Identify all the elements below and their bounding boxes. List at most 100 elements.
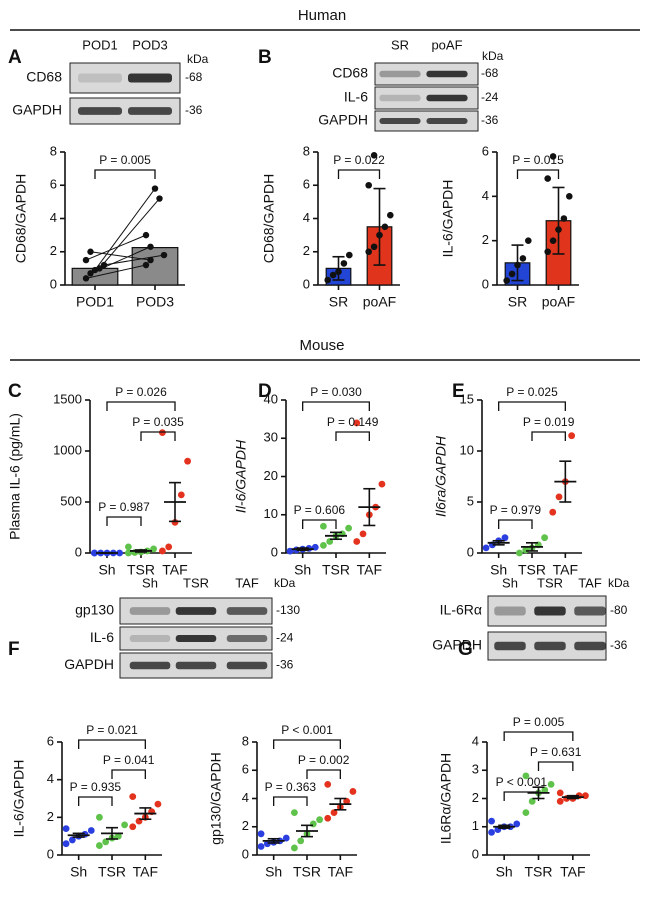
blot-row-label: GAPDH [64, 656, 114, 672]
blot-band [574, 606, 606, 616]
x-tick-label: SR [329, 294, 348, 310]
y-tick-label: 6 [303, 177, 310, 192]
pair-line [94, 188, 156, 271]
data-point [320, 522, 327, 530]
x-tick-label: TSR [525, 864, 553, 880]
data-point [165, 543, 173, 551]
x-tick-label: TAF [560, 864, 585, 880]
significance-bracket [537, 761, 574, 771]
data-point [282, 834, 290, 842]
y-tick-label: 500 [60, 493, 82, 508]
y-tick-label: 2 [482, 232, 489, 247]
data-point [556, 789, 564, 797]
p-value: P = 0.935 [70, 780, 122, 794]
data-point [324, 814, 332, 822]
lane-label: poAF [431, 37, 462, 52]
data-point [519, 255, 527, 262]
data-point [568, 432, 576, 440]
y-tick-label: 2 [472, 790, 479, 805]
significance-bracket [78, 739, 146, 749]
data-point [488, 817, 495, 825]
data-point [381, 223, 389, 231]
x-tick-label: TAF [328, 864, 353, 880]
p-value: P = 0.631 [530, 745, 582, 759]
y-tick-label: 4 [472, 733, 479, 748]
p-value: P = 0.019 [523, 415, 575, 429]
significance-bracket [78, 796, 113, 806]
y-tick-label: 0 [467, 544, 474, 559]
data-point [582, 792, 589, 800]
pair-line [90, 251, 151, 261]
data-point [525, 237, 532, 244]
data-point [514, 261, 521, 269]
x-tick-label: poAF [363, 294, 396, 310]
data-point [549, 237, 557, 244]
data-point [365, 181, 373, 189]
blot-band [129, 661, 171, 670]
significance-bracket [273, 739, 341, 749]
blot-row-label: GAPDH [318, 112, 368, 128]
y-tick-label: 2 [242, 818, 249, 833]
data-point [522, 772, 530, 780]
data-point [129, 793, 137, 801]
blot-marker: -130 [276, 603, 300, 617]
blot-band [379, 94, 421, 102]
y-axis-label: Plasma IL-6 (pg/mL) [7, 413, 23, 540]
data-point [353, 538, 361, 545]
section-heading: Human [298, 7, 346, 24]
data-point [516, 549, 523, 557]
data-point [549, 508, 557, 516]
y-tick-label: 8 [242, 733, 249, 748]
data-point [102, 838, 110, 846]
significance-bracket [140, 431, 176, 441]
data-point [387, 211, 394, 219]
x-tick-label: Sh [265, 864, 282, 880]
y-axis-label: CD68/GAPDH [13, 174, 29, 263]
data-point [142, 231, 150, 239]
blot-band [534, 641, 566, 651]
blot-marker: -36 [185, 103, 203, 117]
pair-line [99, 198, 160, 269]
panel-letter: B [258, 47, 272, 68]
x-tick-label: Sh [98, 562, 115, 578]
data-point [353, 419, 361, 427]
y-tick-label: 0 [47, 846, 54, 861]
data-point [346, 251, 353, 259]
blot-band [426, 70, 468, 78]
y-tick-label: 6 [47, 733, 54, 748]
y-axis-label: gp130/GAPDH [208, 752, 224, 845]
y-axis-label: IL6Rα/GAPDH [438, 753, 454, 844]
data-point [513, 820, 521, 828]
data-point [508, 270, 516, 278]
data-point [359, 530, 367, 538]
x-tick-label: TAF [133, 864, 158, 880]
x-tick-label: TSR [127, 562, 155, 578]
y-tick-label: 30 [264, 430, 278, 445]
data-point [121, 821, 128, 829]
x-tick-label: poAF [542, 294, 575, 310]
blot-band [226, 635, 268, 642]
data-point [100, 261, 108, 269]
data-point [501, 534, 509, 542]
data-point [522, 809, 530, 817]
data-point [257, 843, 265, 850]
data-point [309, 820, 317, 828]
blot-band [226, 607, 268, 615]
blot-marker: -68 [185, 70, 203, 84]
y-tick-label: 4 [50, 210, 57, 225]
y-tick-label: 8 [303, 143, 310, 158]
data-point [556, 797, 564, 805]
y-tick-label: 2 [47, 809, 54, 824]
x-tick-label: TSR [293, 864, 321, 880]
p-value: P = 0.149 [327, 415, 379, 429]
y-tick-label: 20 [264, 468, 278, 483]
x-tick-label: TSR [518, 562, 546, 578]
y-tick-label: 4 [482, 188, 489, 203]
pair-line [103, 254, 165, 266]
lane-label: TSR [537, 575, 563, 590]
data-point [329, 271, 337, 279]
data-point [503, 277, 511, 284]
x-tick-label: TAF [162, 562, 187, 578]
data-point [147, 243, 154, 250]
y-axis-label: Il-6/GAPDH [233, 439, 249, 513]
